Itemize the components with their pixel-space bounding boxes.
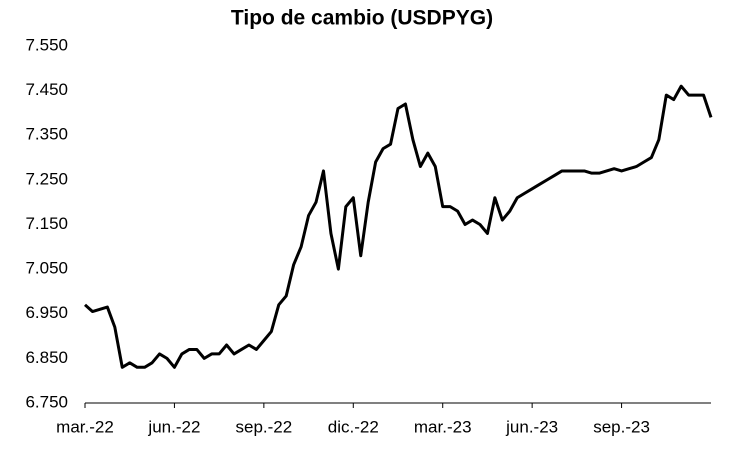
x-tick-label: dic.-22 bbox=[328, 417, 379, 436]
y-tick-label: 7.450 bbox=[25, 80, 68, 99]
x-tick-label: jun.-23 bbox=[505, 417, 558, 436]
x-tick-label: jun.-22 bbox=[147, 417, 200, 436]
x-tick-label: sep.-23 bbox=[593, 417, 650, 436]
y-tick-label: 7.050 bbox=[25, 259, 68, 278]
y-tick-label: 7.250 bbox=[25, 169, 68, 188]
y-tick-label: 7.150 bbox=[25, 214, 68, 233]
x-tick-label: mar.-22 bbox=[56, 417, 114, 436]
x-tick-label: sep.-22 bbox=[236, 417, 293, 436]
y-tick-label: 6.750 bbox=[25, 392, 68, 411]
x-tick-label: mar.-23 bbox=[414, 417, 472, 436]
y-tick-label: 7.550 bbox=[25, 35, 68, 54]
y-tick-label: 6.950 bbox=[25, 303, 68, 322]
line bbox=[83, 84, 713, 369]
y-tick-label: 6.850 bbox=[25, 348, 68, 367]
y-tick-label: 7.350 bbox=[25, 125, 68, 144]
chart-title: Tipo de cambio (USDPYG) bbox=[231, 7, 493, 30]
